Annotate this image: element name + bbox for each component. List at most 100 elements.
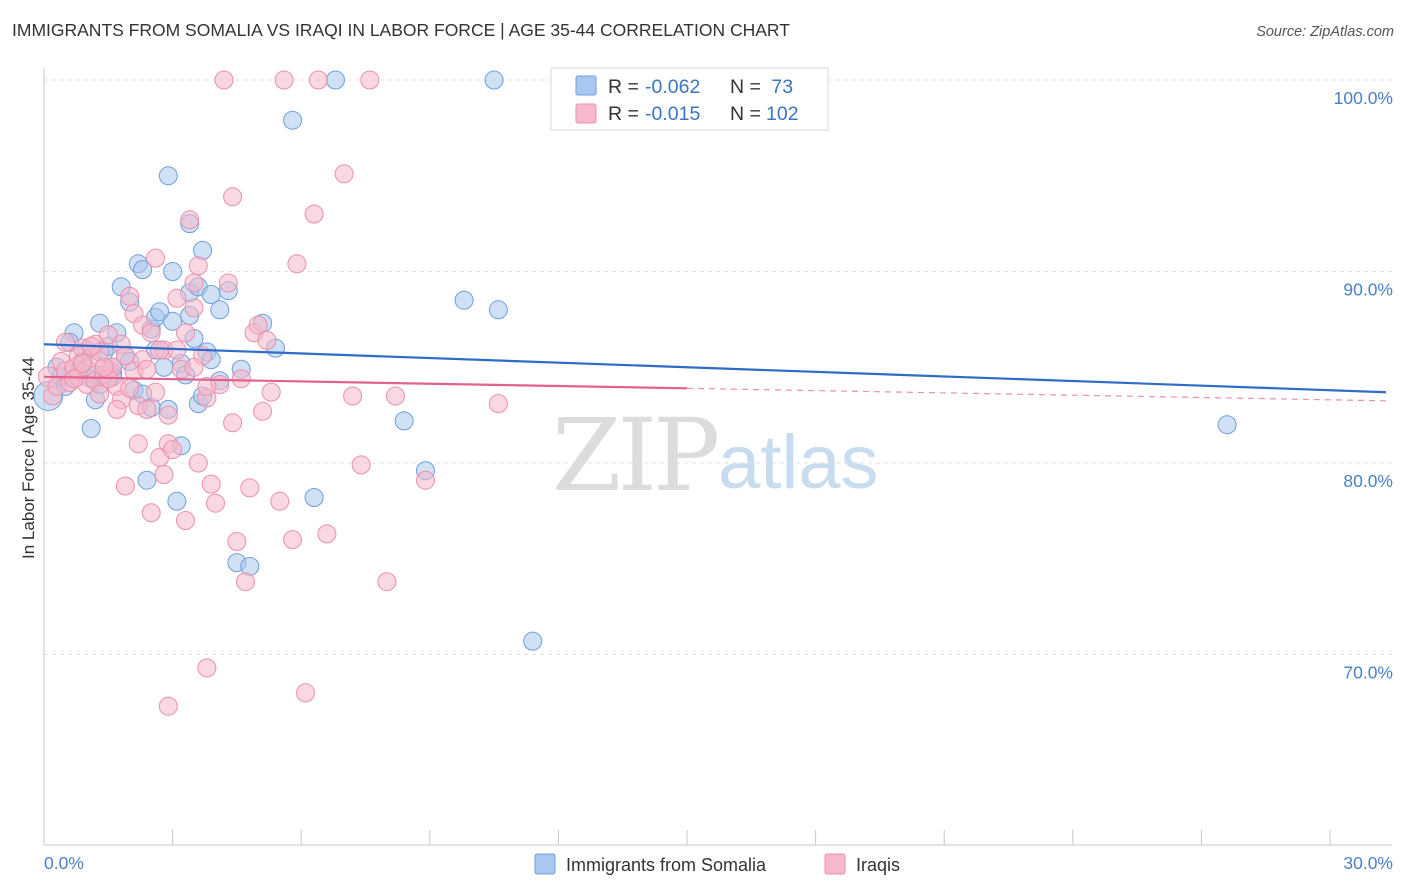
somalia-trend-line (43, 343, 1387, 394)
iraqi-point (94, 357, 114, 377)
iraqi-point (150, 340, 170, 360)
iraqi-point (296, 683, 315, 703)
somalia-point (488, 300, 508, 320)
iraqi-point (206, 493, 225, 513)
somalia-point (154, 357, 174, 377)
iraqi-point (176, 323, 195, 343)
somalia-point (163, 262, 183, 281)
iraqi-point (231, 369, 251, 389)
somalia-point (326, 70, 345, 90)
iraqi-trend-line (43, 375, 688, 390)
source-note: Source: ZipAtlas.com (1256, 24, 1394, 40)
iraqi-point (218, 273, 238, 293)
somalia-point (81, 419, 101, 438)
iraqi-point (115, 476, 135, 496)
legend-r-label: R = (608, 76, 639, 98)
iraqi-point (141, 323, 161, 343)
iraqi-point (137, 399, 157, 419)
iraqi-point (386, 386, 405, 406)
iraqi-point (274, 70, 294, 90)
iraqi-point (184, 298, 204, 318)
iraqi-point (214, 70, 234, 90)
somalia-point (158, 166, 178, 186)
somalia-point (283, 110, 303, 130)
legend-swatch-iraqi (575, 103, 597, 124)
iraqi-point (240, 478, 260, 498)
iraqi-point (317, 524, 337, 544)
iraqi-point (287, 254, 307, 274)
iraqi-point (201, 474, 221, 494)
trend-lines (43, 343, 1387, 402)
y-tick-label: 100.0% (1334, 88, 1393, 108)
iraqi-point (261, 382, 281, 402)
iraqi-point (146, 248, 165, 268)
iraqi-point (270, 491, 290, 511)
watermark: ZIP atlas (552, 397, 879, 514)
somalia-point (210, 300, 230, 320)
iraqi-point (120, 286, 140, 306)
bottom-legend-label-somalia: Immigrants from Somalia (566, 855, 767, 875)
y-tick-label: 90.0% (1343, 280, 1393, 300)
iraqi-point (334, 164, 354, 184)
iraqi-point (120, 378, 140, 398)
iraqi-point (128, 434, 148, 454)
legend-n-value: 102 (766, 103, 799, 125)
axes (43, 68, 1392, 846)
y-tick-label: 70.0% (1343, 663, 1393, 683)
iraqi-point (188, 256, 208, 276)
legend-r-value: -0.015 (645, 103, 700, 125)
legend-r-label: R = (608, 103, 639, 125)
legend-n-value: 73 (766, 76, 793, 98)
somalia-point (394, 411, 414, 431)
iraqi-point (360, 70, 380, 90)
iraqi-point (146, 382, 165, 402)
legend-swatch-somalia (575, 75, 597, 96)
series-legend: Immigrants from Somalia Iraqis (534, 853, 900, 875)
iraqi-point (98, 325, 118, 345)
legend-n-label: N = (730, 76, 761, 98)
iraqi-point (107, 399, 127, 419)
iraqi-point (248, 315, 268, 335)
iraqi-point (176, 511, 195, 530)
legend-r-value: -0.062 (645, 76, 700, 98)
iraqi-point (64, 369, 84, 389)
iraqi-point (55, 332, 75, 352)
iraqi-point (227, 532, 247, 551)
iraqi-point (253, 401, 273, 421)
somalia-point (150, 302, 170, 322)
iraqi-point (158, 696, 178, 716)
somalia-point (133, 260, 153, 280)
somalia-point (484, 70, 504, 90)
somalia-point (163, 311, 183, 331)
somalia-point (1217, 415, 1237, 435)
iraqi-point (304, 204, 324, 224)
bottom-legend-swatch-iraqi (824, 853, 846, 875)
bottom-legend-swatch-somalia (534, 853, 556, 875)
iraqi-point (351, 455, 371, 475)
iraqi-point (377, 572, 397, 592)
iraqi-point (223, 413, 243, 433)
somalia-points (33, 70, 1237, 651)
iraqi-point (141, 503, 161, 523)
iraqi-point (416, 470, 435, 490)
iraqi-point (73, 353, 93, 373)
iraqi-point (163, 440, 183, 460)
iraqi-points (37, 70, 508, 716)
y-tick-label: 80.0% (1343, 471, 1393, 491)
iraqi-point (197, 658, 217, 678)
correlation-legend: R = -0.062 N = 73 R = -0.015 N = 102 (550, 67, 829, 131)
iraqi-point (488, 394, 508, 414)
legend-box (550, 67, 829, 131)
iraqi-point (343, 386, 363, 406)
bottom-legend-label-iraqi: Iraqis (856, 855, 900, 875)
iraqi-point (236, 572, 255, 592)
iraqi-point (257, 330, 277, 350)
tick-labels: 100.0% 90.0% 80.0% 70.0% 0.0% 30.0% (44, 88, 1393, 873)
iraqi-point (197, 376, 217, 396)
somalia-point (167, 491, 187, 511)
iraqi-point (180, 210, 200, 230)
iraqi-point (223, 187, 243, 207)
iraqi-point (90, 384, 110, 404)
somalia-point (523, 631, 543, 651)
